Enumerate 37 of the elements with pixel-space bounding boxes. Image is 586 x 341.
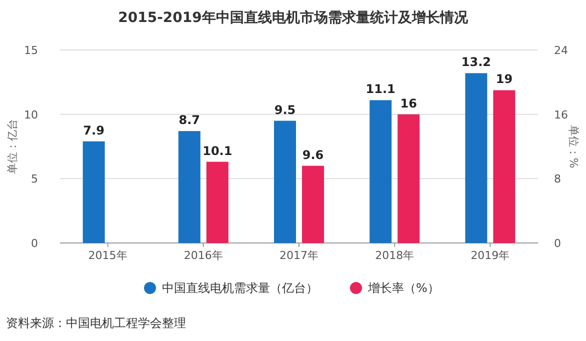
x-tick-label: 2017年 [280, 249, 318, 262]
data-label: 9.5 [274, 102, 296, 117]
y-tick-label: 0 [31, 237, 38, 250]
bar [82, 141, 105, 243]
x-tick-label: 2015年 [88, 249, 128, 262]
data-label: 16 [400, 96, 417, 110]
bar [398, 114, 420, 243]
data-label: 13.2 [461, 55, 492, 70]
x-tick-label: 2016年 [184, 249, 223, 262]
x-tick-label: 2018年 [375, 249, 414, 262]
y-axis-title: 单位：亿台 [6, 119, 19, 174]
y2-tick-label: 0 [554, 237, 561, 250]
y-tick-label: 5 [31, 172, 38, 186]
y-tick-label: 15 [24, 44, 38, 57]
data-label: 9.6 [302, 148, 324, 162]
data-label: 8.7 [178, 113, 200, 128]
chart-title: 2015-2019年中国直线电机市场需求量统计及增长情况 [118, 9, 469, 26]
bar [465, 73, 488, 243]
y2-axis-title: 单位：% [567, 124, 580, 168]
data-label: 10.1 [202, 144, 232, 158]
legend-label: 增长率（%） [367, 281, 440, 295]
bar [274, 120, 296, 243]
bar [206, 162, 228, 243]
bar [493, 90, 516, 243]
x-tick-label: 2019年 [470, 249, 510, 262]
y2-tick-label: 16 [554, 108, 568, 122]
bar [302, 166, 324, 243]
bar [178, 131, 200, 243]
y2-tick-label: 8 [554, 172, 561, 186]
data-label: 7.9 [83, 123, 104, 138]
y-tick-label: 10 [24, 108, 38, 122]
legend-label: 中国直线电机需求量（亿台） [162, 281, 318, 295]
text: 资料来源：中国电机工程学会整理 [6, 316, 186, 330]
data-label: 11.1 [366, 82, 396, 96]
y2-tick-label: 24 [554, 44, 568, 57]
data-label: 19 [496, 72, 513, 86]
bar [370, 100, 392, 243]
